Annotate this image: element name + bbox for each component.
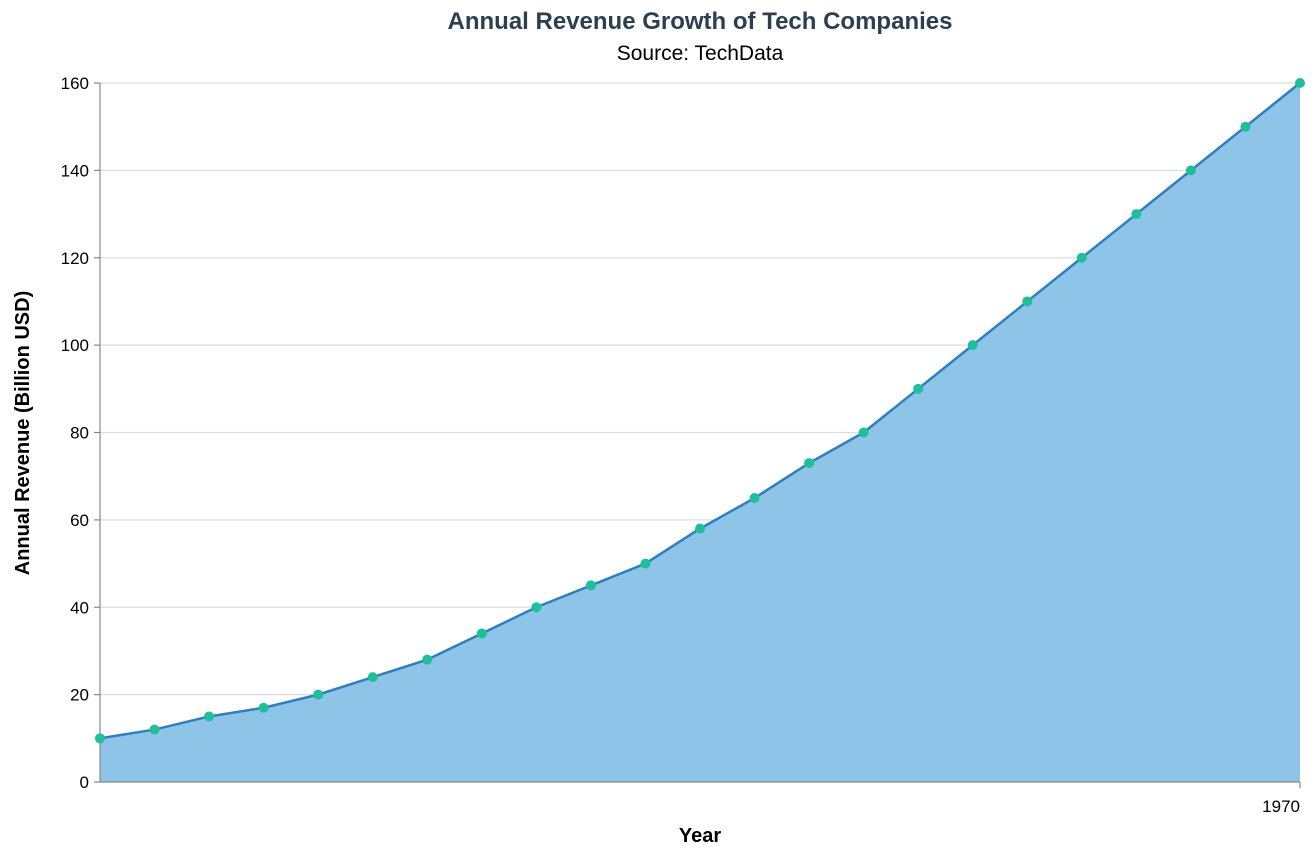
data-point bbox=[204, 711, 215, 722]
data-point bbox=[476, 628, 487, 639]
data-point bbox=[749, 493, 760, 504]
data-point bbox=[1240, 121, 1251, 132]
data-point bbox=[913, 383, 924, 394]
area-fill bbox=[100, 83, 1300, 782]
gridlines bbox=[100, 82, 1300, 696]
data-point bbox=[149, 724, 160, 735]
data-point bbox=[313, 689, 324, 700]
y-tick-label: 40 bbox=[70, 598, 89, 617]
y-tick-label: 100 bbox=[61, 336, 89, 355]
x-axis-title: Year bbox=[679, 825, 721, 847]
y-tick-label: 60 bbox=[70, 511, 89, 530]
y-tick-label: 140 bbox=[61, 161, 89, 180]
data-point bbox=[858, 427, 869, 438]
y-tick-label: 120 bbox=[61, 249, 89, 268]
chart-title: Annual Revenue Growth of Tech Companies bbox=[448, 8, 953, 35]
axes: 0 20 40 60 80 100 120 140 160 1970 bbox=[61, 74, 1301, 816]
y-tick-label: 0 bbox=[80, 773, 89, 792]
data-point bbox=[367, 672, 378, 683]
y-tick-label: 160 bbox=[61, 74, 89, 93]
data-points bbox=[95, 78, 1305, 744]
data-point bbox=[1131, 209, 1142, 220]
data-point bbox=[95, 733, 105, 744]
data-point bbox=[695, 523, 705, 534]
data-point bbox=[1295, 78, 1305, 88]
data-point bbox=[1076, 252, 1087, 263]
data-point bbox=[1185, 165, 1196, 176]
y-axis-title: Annual Revenue (Billion USD) bbox=[12, 291, 34, 575]
y-tick-label: 20 bbox=[70, 686, 89, 705]
data-point bbox=[585, 580, 596, 591]
y-tick-label: 80 bbox=[70, 424, 89, 443]
x-tick-label: 1970 bbox=[1262, 797, 1300, 816]
data-point bbox=[258, 702, 269, 713]
data-point bbox=[531, 602, 542, 613]
chart-subtitle: Source: TechData bbox=[617, 42, 784, 65]
data-point bbox=[1022, 296, 1033, 307]
data-point bbox=[640, 558, 651, 569]
data-point bbox=[422, 654, 433, 665]
data-point bbox=[967, 340, 978, 351]
data-point bbox=[804, 458, 815, 469]
